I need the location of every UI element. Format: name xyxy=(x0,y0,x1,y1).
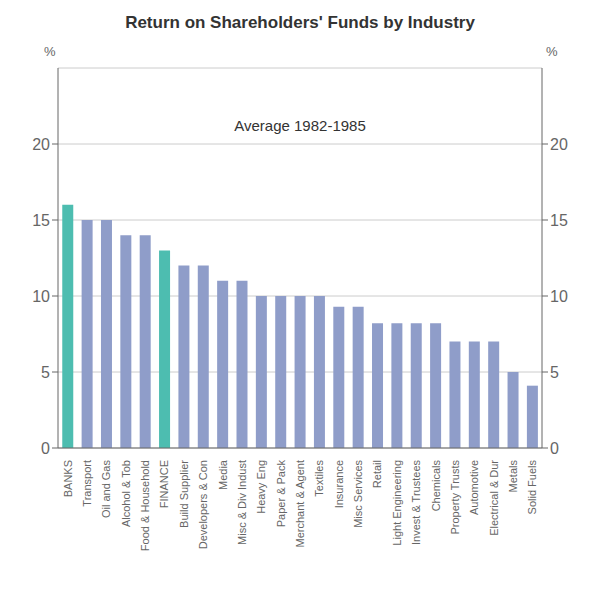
svg-text:Solid Fuels: Solid Fuels xyxy=(526,460,538,515)
svg-text:Misc Services: Misc Services xyxy=(352,460,364,528)
html-text:Average 1982-1985: Average 1982-1985 xyxy=(234,116,366,134)
svg-text:Merchant & Agent: Merchant & Agent xyxy=(294,460,306,547)
svg-text:Transport: Transport xyxy=(81,460,93,507)
svg-text:10: 10 xyxy=(32,288,50,305)
html-text:Return on Shareholders' Funds: Return on Shareholders' Funds by Industr… xyxy=(125,13,475,32)
svg-text:15: 15 xyxy=(550,212,568,229)
svg-text:Invest & Trustees: Invest & Trustees xyxy=(410,460,422,545)
svg-text:20: 20 xyxy=(550,136,568,153)
svg-text:Food & Household: Food & Household xyxy=(139,460,151,551)
svg-text:Electrical & Dur: Electrical & Dur xyxy=(488,460,500,536)
svg-text:BANKS: BANKS xyxy=(62,460,74,497)
svg-text:Media: Media xyxy=(217,459,229,490)
svg-text:Insurance: Insurance xyxy=(333,460,345,508)
svg-text:Oil and Gas: Oil and Gas xyxy=(100,460,112,519)
svg-text:5: 5 xyxy=(550,364,559,381)
svg-text:10: 10 xyxy=(550,288,568,305)
svg-text:Property Trusts: Property Trusts xyxy=(449,460,461,535)
svg-text:0: 0 xyxy=(41,440,50,457)
svg-text:Light Engineering: Light Engineering xyxy=(391,460,403,546)
svg-text:Paper & Pack: Paper & Pack xyxy=(275,460,287,528)
svg-text:Textiles: Textiles xyxy=(313,460,325,497)
svg-text:0: 0 xyxy=(550,440,559,457)
svg-text:Metals: Metals xyxy=(507,460,519,493)
svg-text:20: 20 xyxy=(32,136,50,153)
svg-text:Retail: Retail xyxy=(371,460,383,488)
svg-text:15: 15 xyxy=(32,212,50,229)
svg-text:Alcohol & Tob: Alcohol & Tob xyxy=(120,460,132,527)
svg-text:Misc & Div Indust: Misc & Div Indust xyxy=(236,460,248,545)
svg-text:Developers & Con: Developers & Con xyxy=(197,460,209,549)
svg-text:FINANCE: FINANCE xyxy=(158,460,170,508)
svg-text:5: 5 xyxy=(41,364,50,381)
svg-text:Chemicals: Chemicals xyxy=(430,460,442,512)
svg-text:Automotive: Automotive xyxy=(468,460,480,515)
svg-text:Heavy Eng: Heavy Eng xyxy=(255,460,267,514)
svg-text:Build Supplier: Build Supplier xyxy=(178,460,190,528)
